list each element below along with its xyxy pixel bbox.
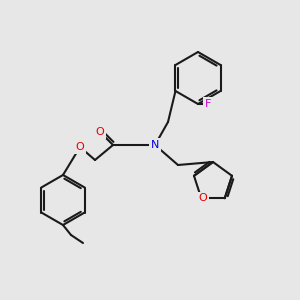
- Text: O: O: [199, 193, 208, 203]
- Text: O: O: [96, 127, 104, 137]
- Text: O: O: [76, 142, 84, 152]
- Text: N: N: [151, 140, 159, 150]
- Text: F: F: [205, 99, 211, 109]
